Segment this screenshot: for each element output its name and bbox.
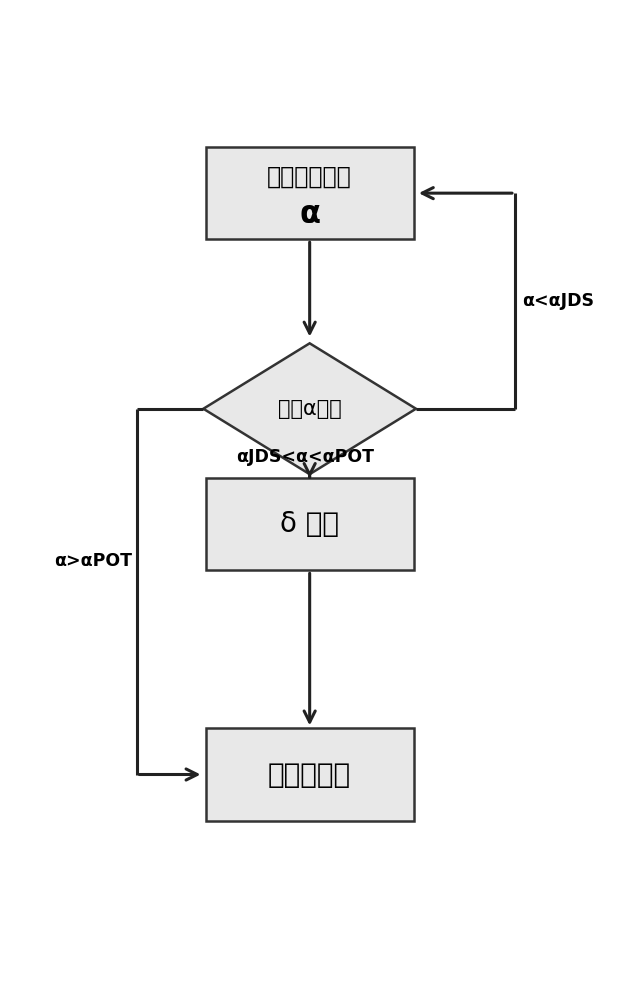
Text: α: α (299, 200, 320, 229)
Text: 输入当前攻角: 输入当前攻角 (267, 165, 352, 189)
Text: αJDS<α<αPOT: αJDS<α<αPOT (235, 448, 374, 466)
Text: 输出结果到: 输出结果到 (268, 760, 352, 788)
FancyBboxPatch shape (206, 728, 413, 821)
FancyBboxPatch shape (206, 478, 413, 570)
FancyBboxPatch shape (206, 147, 413, 239)
Text: 判断α范围: 判断α范围 (278, 399, 341, 419)
Polygon shape (204, 343, 416, 474)
Text: α<αJDS: α<αJDS (523, 292, 594, 310)
Text: α>αPOT: α>αPOT (54, 552, 131, 570)
Text: δ 计算: δ 计算 (280, 510, 339, 538)
